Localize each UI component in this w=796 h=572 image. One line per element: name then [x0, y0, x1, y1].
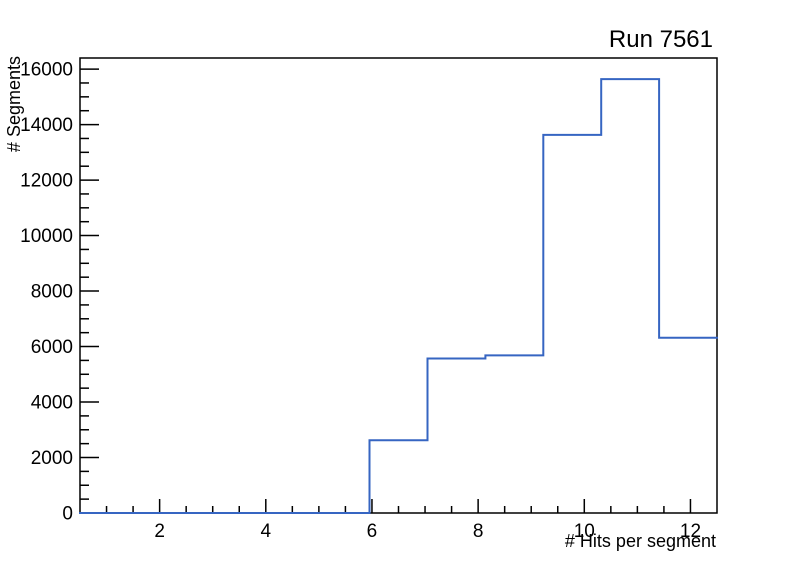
- y-tick-label: 2000: [31, 448, 73, 469]
- y-tick-label: 8000: [31, 282, 73, 303]
- y-tick-label: 12000: [20, 171, 73, 192]
- y-tick-label: 4000: [31, 393, 73, 414]
- chart-title: Run 7561: [609, 26, 713, 53]
- x-axis-ticks: [105, 499, 692, 513]
- y-axis-tick-labels: 0 2000 4000 6000 8000 10000 12000 14000 16000: [20, 60, 73, 525]
- y-tick-label: 14000: [20, 115, 73, 136]
- y-axis-ticks: [80, 68, 99, 514]
- y-tick-label: 0: [62, 504, 73, 525]
- x-tick-label: 12: [680, 521, 701, 542]
- x-tick-label: 8: [473, 521, 484, 542]
- x-tick-label: 6: [367, 521, 378, 542]
- y-axis-title: # Segments: [4, 56, 24, 152]
- x-axis-title: # Hits per segment: [565, 531, 716, 551]
- y-tick-label: 16000: [20, 60, 73, 81]
- x-tick-label: 10: [574, 521, 595, 542]
- histogram-step-line: [79, 78, 718, 514]
- x-tick-label: 2: [154, 521, 165, 542]
- y-tick-label: 6000: [31, 337, 73, 358]
- y-tick-label: 10000: [20, 226, 73, 247]
- x-tick-label: 4: [261, 521, 272, 542]
- x-axis-tick-labels: 2 4 6 8 10 12: [154, 521, 701, 542]
